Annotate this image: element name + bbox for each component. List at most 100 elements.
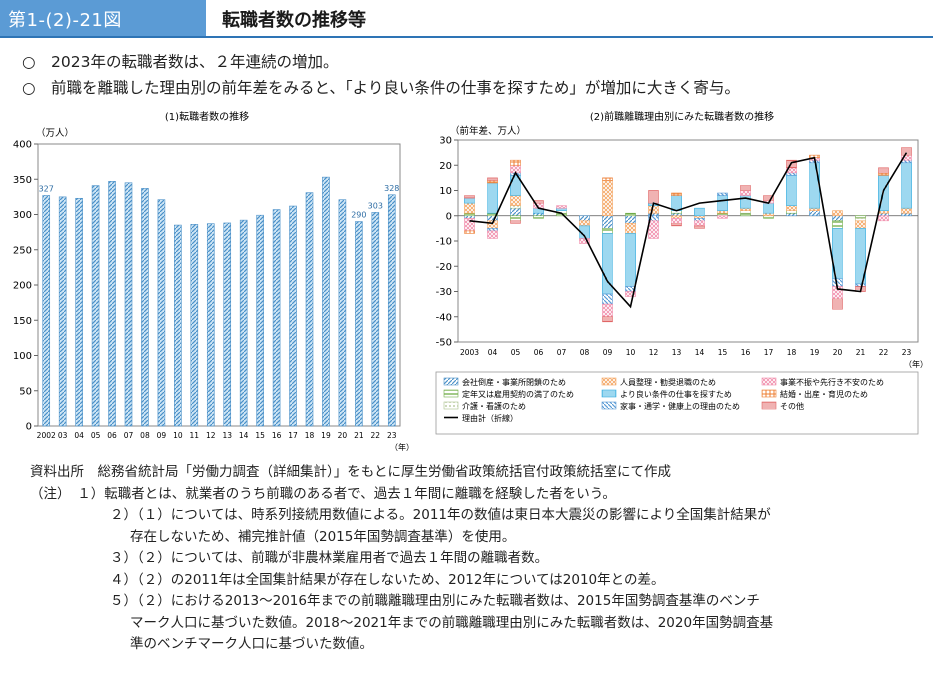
- chart2-total-line: [469, 152, 908, 309]
- chart2-ytick-label: -40: [436, 312, 452, 323]
- chart2-xtick-label: 20: [833, 348, 843, 357]
- chart2-bar-segment: [487, 180, 498, 184]
- chart2-legend-swatch: [761, 401, 777, 410]
- chart1-ytick-label: 50: [19, 386, 32, 397]
- chart2-bar-segment: [487, 230, 498, 239]
- chart2-bar-segment: [763, 215, 774, 219]
- chart1-bar: [387, 194, 396, 427]
- chart2-bar-segment: [855, 215, 866, 219]
- chart-reason-diff: (2)前職離職理由別にみた転職者数の推移 （前年差、万人） -50 -40 -30 -20…: [435, 110, 925, 435]
- chart1-bar: [305, 192, 314, 427]
- chart2-bar-segment: [510, 159, 521, 166]
- note-source: 資料出所 総務省統計局「労働力調査（詳細集計）」をもとに厚生労働省政策統括官付政…: [30, 464, 671, 480]
- chart2-bar-segment: [717, 212, 728, 217]
- chart2-bar-segment: [717, 192, 728, 196]
- chart2-legend-label: 家事・通学・健康上の理由のため: [620, 401, 740, 411]
- chart1-xtick-label: 12: [206, 431, 216, 440]
- chart2-legend-swatch: [443, 389, 459, 398]
- chart2-bar-segment: [694, 207, 705, 217]
- chart1-xtick-label: 16: [272, 431, 282, 440]
- chart2-bar-segment: [533, 215, 544, 219]
- chart2-bar-segment: [579, 220, 590, 227]
- chart2-bar-segment: [809, 207, 820, 212]
- chart2-bar-segment: [602, 177, 613, 181]
- chart2-legend-swatch: [443, 377, 459, 386]
- chart2-bar-segment: [832, 298, 843, 310]
- chart1-xlabel: （年）: [390, 442, 414, 452]
- chart1-xtick-label: 19: [321, 431, 331, 440]
- chart1-bar: [124, 182, 133, 427]
- chart1-bar: [42, 195, 51, 427]
- chart2-bar-segment: [832, 220, 843, 229]
- chart2-bar-segment: [464, 215, 475, 219]
- chart2-bar-segment: [556, 205, 567, 209]
- chart1-xtick-label: 20: [338, 431, 348, 440]
- chart2-xtick-label: 05: [511, 348, 521, 357]
- chart2-bar-segment: [579, 215, 590, 222]
- chart2-xtick-label: 18: [787, 348, 797, 357]
- chart1-ytick-label: 150: [13, 316, 32, 327]
- chart2-bar-segment: [878, 212, 889, 217]
- chart2-bar-segment: [901, 147, 912, 156]
- chart2-legend-label: 会社倒産・事業所閉鎖のため: [462, 377, 566, 387]
- chart2-frame: [457, 139, 919, 343]
- note-2: ２）（１）については、時系列接続用数値による。2011年の数値は東日本大震災の影…: [110, 507, 771, 523]
- chart2-bar-segment: [740, 210, 751, 214]
- chart2-bar-segment: [464, 202, 475, 214]
- chart1-bar: [58, 196, 67, 427]
- chart1-data-label: 328: [384, 184, 399, 193]
- chart2-bar-segment: [694, 220, 705, 227]
- chart2-bar-segment: [602, 215, 613, 229]
- chart2-legend-label: より良い条件の仕事を探すため: [620, 389, 732, 399]
- chart2-bar-segment: [878, 215, 889, 222]
- note-5-cont: マーク人口に基づいた数値。2018～2021年までの前職離職理由別にみた転職者数…: [130, 614, 774, 631]
- chart2-xtick-label: 09: [603, 348, 613, 357]
- chart2-bar-segment: [717, 215, 728, 219]
- chart2-bar-segment: [763, 202, 774, 214]
- chart2-xtick-label: 13: [672, 348, 682, 357]
- chart2-legend-swatch: [761, 377, 777, 386]
- chart2-bar-segment: [786, 172, 797, 176]
- chart1-xtick-label: 2002: [37, 431, 56, 440]
- chart1-xtick-label: 04: [74, 431, 84, 440]
- chart2-bar-segment: [717, 195, 728, 212]
- figure-header: 第1-(2)-21図 転職者数の推移等: [0, 0, 933, 38]
- chart2-bar-segment: [487, 228, 498, 232]
- chart1-data-label: 303: [368, 201, 383, 210]
- chart2-bar-segment: [786, 175, 797, 206]
- chart1-xtick-label: 22: [371, 431, 381, 440]
- chart2-legend-swatch: [443, 401, 459, 410]
- chart2-bar-segment: [855, 283, 866, 287]
- chart2-legend-label: 定年又は雇用契約の満了のため: [462, 389, 574, 399]
- chart2-legend-label: 事業不振や先行き不安のため: [780, 377, 884, 387]
- figure-number: 第1-(2)-21図: [8, 10, 122, 31]
- note-4: ４）（２）の2011年は全国集計結果が存在しないため、2012年については201…: [110, 571, 665, 588]
- chart2-bar-segment: [763, 212, 774, 217]
- chart1-title: (1)転職者数の推移: [165, 110, 249, 123]
- chart2-xtick-label: 23: [902, 348, 912, 357]
- chart2-xtick-label: 08: [580, 348, 590, 357]
- chart2-legend-label: その他: [780, 401, 804, 411]
- chart2-bar-segment: [901, 159, 912, 164]
- chart1-ytick-label: 300: [13, 210, 32, 221]
- chart2-title: (2)前職離職理由別にみた転職者数の推移: [590, 110, 774, 123]
- chart2-legend-swatch: [601, 389, 617, 398]
- chart1-bar: [371, 212, 380, 427]
- chart1-xtick-label: 21: [354, 431, 364, 440]
- chart2-legend-swatch: [601, 401, 617, 410]
- chart1-xtick-label: 09: [157, 431, 167, 440]
- chart2-bar-segment: [648, 190, 659, 204]
- summary-bullet-2: ○ 前職を離職した理由別の前年差をみると、「より良い条件の仕事を探すため」が増加…: [22, 79, 740, 97]
- chart1-bar: [174, 224, 182, 427]
- chart2-xtick-label: 07: [557, 348, 567, 357]
- note-3: ３）（２）については、前職が非農林業雇用者で過去１年間の離職者数。: [110, 550, 549, 566]
- chart2-bar-segment: [740, 212, 751, 217]
- chart2-legend-line-label: 理由計（折線）: [462, 413, 518, 423]
- chart2-bar-segment: [763, 195, 774, 201]
- chart1-bar: [91, 185, 100, 427]
- figure-title: 転職者数の推移等: [222, 10, 366, 31]
- chart2-xtick-label: 17: [764, 348, 774, 357]
- chart2-bar-segment: [855, 217, 866, 222]
- chart2-ytick-label: -10: [436, 237, 452, 248]
- chart1-data-label: 327: [39, 184, 54, 193]
